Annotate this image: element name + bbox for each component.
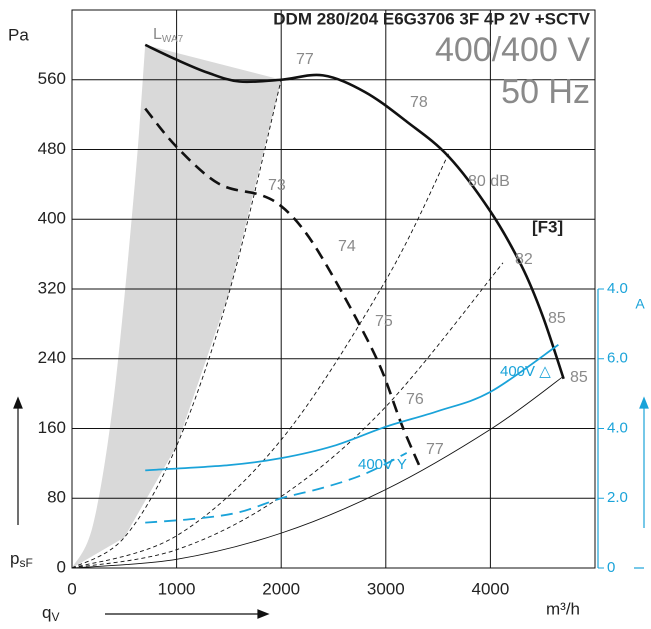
x-label-main: q — [42, 603, 51, 622]
voltage: 400/400 V — [435, 31, 590, 69]
x-tick-label: 3000 — [367, 579, 405, 598]
y2-arrow — [634, 396, 649, 569]
db-label: 85 — [548, 310, 566, 327]
variant: [F3] — [532, 217, 563, 236]
db-label: 77 — [296, 51, 314, 68]
x-tick-label: 0 — [67, 579, 76, 598]
y-tick-label: 240 — [38, 348, 66, 367]
x-tick-label: 2000 — [262, 579, 300, 598]
y2-tick-label: 6.0 — [607, 350, 628, 367]
sound-label: LWA7 — [153, 26, 184, 44]
sound-label-sub: WA7 — [162, 34, 184, 45]
pressure-curve — [144, 43, 565, 380]
db-label: 76 — [406, 391, 424, 408]
y-tick-label: 320 — [38, 278, 66, 297]
y-label-sub: sF — [19, 556, 32, 570]
sound-label-main: L — [153, 26, 162, 43]
db-label: 78 — [410, 94, 428, 111]
current-curve — [145, 344, 559, 472]
pressure-curve — [71, 375, 564, 569]
x-label-sub: V — [51, 610, 59, 624]
y-tick-label: 560 — [38, 69, 66, 88]
x-label: qV — [42, 603, 59, 624]
x-unit: m³/h — [546, 599, 580, 618]
series-label: 400V △ — [500, 363, 551, 380]
pressure-curve — [71, 262, 504, 569]
y-unit: Pa — [8, 25, 29, 44]
axis-arrows — [13, 396, 270, 619]
db-label: 75 — [375, 313, 393, 330]
y2-tick-label: 2.0 — [607, 489, 628, 506]
y-tick-label: 480 — [38, 139, 66, 158]
y2-tick-label: 0 — [607, 559, 615, 576]
db-label: 74 — [338, 238, 356, 255]
db-label: 73 — [268, 177, 286, 194]
y-tick-label: 160 — [38, 418, 66, 437]
series-label: 400V Y — [358, 456, 407, 473]
db-label: 82 — [515, 251, 533, 268]
db-label: 80 dB — [468, 173, 510, 190]
db-label: 85 — [570, 369, 588, 386]
current-curve — [145, 452, 408, 524]
y-tick-label: 0 — [57, 557, 66, 576]
y2-tick-label: 4.0 — [607, 280, 628, 297]
y2-tick-label: 4.0 — [607, 419, 628, 436]
pressure-curve — [71, 79, 282, 569]
pressure-curve — [71, 153, 449, 569]
x-tick-label: 1000 — [158, 579, 196, 598]
frequency: 50 Hz — [501, 73, 590, 111]
chart-title: DDM 280/204 E6G3706 3F 4P 2V +SCTV — [273, 9, 590, 28]
y-label-main: p — [10, 549, 19, 568]
y-label: psF — [10, 549, 33, 570]
y-tick-label: 400 — [38, 209, 66, 228]
y2-unit: A — [635, 296, 645, 312]
y-tick-label: 80 — [47, 488, 66, 507]
db-label: 77 — [426, 441, 444, 458]
x-tick-label: 4000 — [471, 579, 509, 598]
